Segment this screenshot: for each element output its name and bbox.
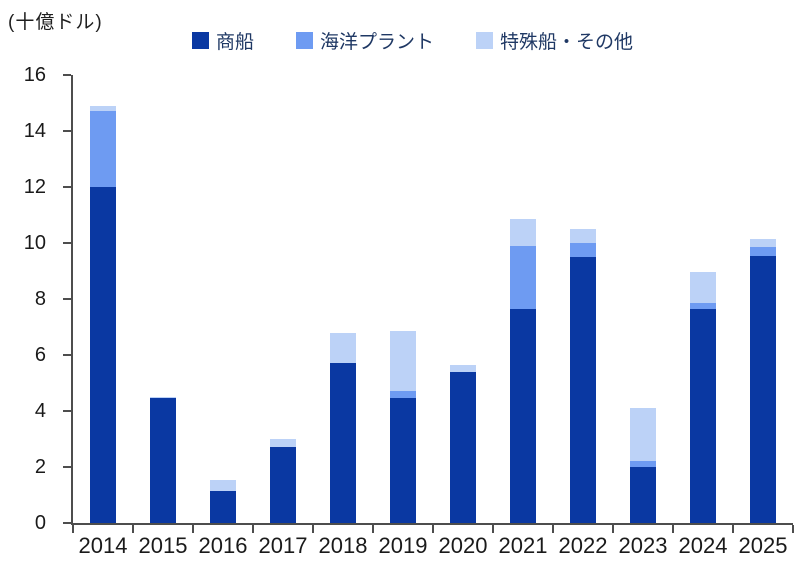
y-tick — [63, 354, 71, 356]
y-tick — [63, 522, 71, 524]
bar-segment — [750, 238, 776, 248]
x-category-label: 2021 — [498, 533, 548, 558]
y-tick-label: 14 — [23, 120, 46, 142]
bar-segment — [690, 308, 716, 523]
x-tick — [792, 525, 794, 533]
x-tick — [72, 525, 74, 533]
y-tick — [63, 466, 71, 468]
legend-label: 商船 — [216, 32, 255, 53]
bar-segment — [630, 467, 656, 523]
bar-segment — [330, 332, 356, 364]
bar-segment — [630, 461, 656, 467]
bar-segment — [510, 308, 536, 523]
x-category-label: 2024 — [678, 533, 728, 558]
x-axis-line — [71, 523, 793, 525]
x-category-label: 2019 — [378, 533, 428, 558]
x-tick — [192, 525, 194, 533]
bar-segment — [210, 490, 236, 523]
bar-segment — [390, 391, 416, 399]
x-tick — [552, 525, 554, 533]
x-category-label: 2023 — [618, 533, 668, 558]
legend-item-3: 特殊船・その他 — [476, 27, 633, 54]
x-tick — [732, 525, 734, 533]
y-tick-label: 8 — [34, 288, 46, 310]
x-category-label: 2018 — [318, 533, 368, 558]
plot-area — [63, 74, 794, 533]
bar-segment — [690, 303, 716, 309]
unit-label: (十億ドル) — [8, 12, 103, 33]
x-category-label: 2025 — [738, 533, 788, 558]
x-category-label: 2020 — [438, 533, 488, 558]
x-tick — [312, 525, 314, 533]
bar-segment — [90, 111, 116, 187]
y-tick-label: 6 — [34, 344, 46, 366]
x-tick — [372, 525, 374, 533]
y-tick — [63, 242, 71, 244]
legend-item-1: 商船 — [192, 27, 254, 54]
y-tick-label: 2 — [34, 456, 46, 478]
legend: 商船 海洋プラント 特殊船・その他 — [192, 27, 633, 54]
legend-item-2: 海洋プラント — [296, 27, 434, 54]
bar-segment — [570, 243, 596, 257]
y-tick — [63, 74, 71, 76]
bar-segment — [150, 398, 176, 523]
legend-label: 海洋プラント — [320, 32, 435, 53]
x-category-label: 2017 — [258, 533, 308, 558]
x-category-label: 2016 — [198, 533, 248, 558]
bar-segment — [690, 272, 716, 304]
y-tick-label: 12 — [23, 176, 46, 198]
bar-segment — [510, 219, 536, 246]
y-tick-label: 10 — [23, 232, 46, 254]
bar-segment — [270, 447, 296, 523]
bar-segment — [570, 229, 596, 243]
bar-segment — [390, 398, 416, 523]
legend-swatch-icon — [192, 32, 209, 49]
bar-segment — [390, 331, 416, 392]
y-tick — [63, 186, 71, 188]
bar-segment — [630, 408, 656, 462]
bar-segment — [90, 105, 116, 112]
y-tick-label: 0 — [34, 512, 46, 534]
x-tick — [132, 525, 134, 533]
y-tick — [63, 130, 71, 132]
bar-segment — [210, 479, 236, 491]
x-tick — [612, 525, 614, 533]
x-category-label: 2014 — [78, 533, 128, 558]
bar-segment — [510, 245, 536, 309]
legend-swatch-icon — [296, 32, 314, 49]
y-axis-line — [71, 75, 73, 525]
y-tick-label: 4 — [34, 400, 46, 422]
bar-segment — [330, 363, 356, 523]
bar-segment — [450, 364, 476, 372]
bar-segment — [450, 371, 476, 523]
x-tick — [492, 525, 494, 533]
x-category-label: 2015 — [138, 533, 188, 558]
x-tick — [252, 525, 254, 533]
bar-segment — [270, 439, 296, 448]
bar-segment — [750, 255, 776, 523]
y-tick-label: 16 — [23, 64, 46, 86]
x-tick — [432, 525, 434, 533]
y-tick — [63, 298, 71, 300]
bar-segment — [750, 247, 776, 256]
bar-segment — [90, 187, 116, 523]
x-tick — [672, 525, 674, 533]
legend-swatch-icon — [476, 32, 494, 49]
bar-segment — [150, 397, 176, 399]
bar-segment — [570, 257, 596, 523]
y-tick — [63, 410, 71, 412]
legend-label: 特殊船・その他 — [500, 32, 634, 53]
x-category-label: 2022 — [558, 533, 608, 558]
